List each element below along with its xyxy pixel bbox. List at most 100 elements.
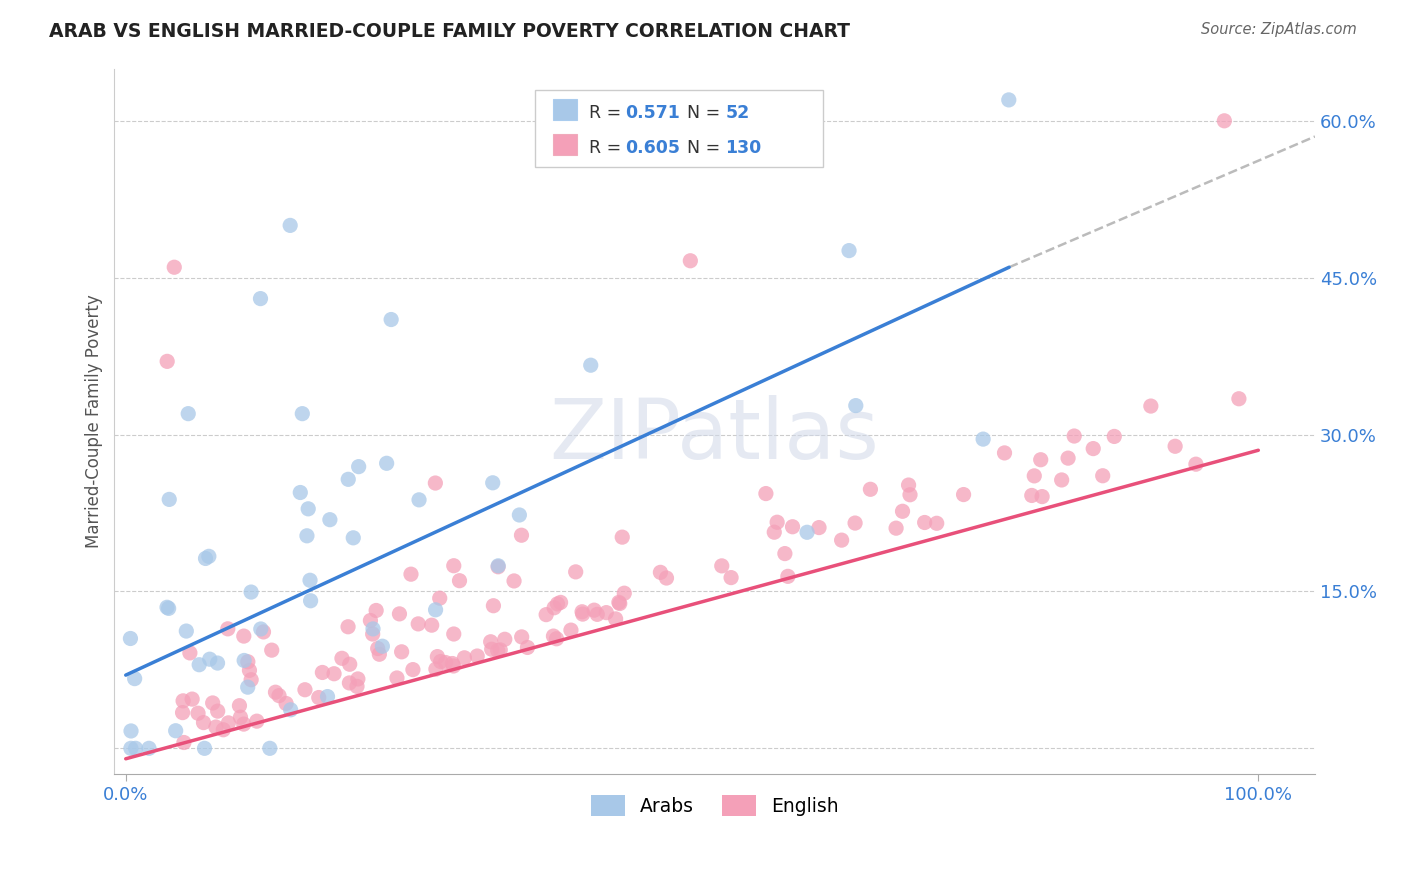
Text: ARAB VS ENGLISH MARRIED-COUPLE FAMILY POVERTY CORRELATION CHART: ARAB VS ENGLISH MARRIED-COUPLE FAMILY PO…	[49, 22, 851, 41]
Text: 0.605: 0.605	[624, 139, 679, 157]
Point	[163, 260, 186, 275]
Point	[1029, 452, 1052, 467]
Point	[441, 657, 464, 671]
Point	[156, 600, 179, 615]
Point	[546, 632, 568, 646]
Point	[898, 488, 921, 502]
Text: 0.571: 0.571	[624, 104, 679, 122]
Point	[426, 649, 449, 664]
Point	[228, 698, 250, 713]
Point	[368, 647, 391, 661]
Point	[347, 672, 370, 686]
Point	[595, 606, 617, 620]
Point	[1050, 473, 1073, 487]
Point	[361, 622, 384, 636]
FancyBboxPatch shape	[534, 90, 823, 168]
Point	[402, 663, 425, 677]
Point	[207, 704, 229, 718]
Point	[236, 655, 259, 669]
Point	[187, 706, 209, 721]
Point	[434, 656, 457, 670]
Legend: Arabs, English: Arabs, English	[582, 786, 848, 825]
Point	[240, 585, 263, 599]
Point	[429, 655, 451, 669]
Point	[193, 741, 215, 756]
Point	[679, 253, 702, 268]
Point	[755, 486, 778, 500]
Point	[543, 600, 565, 615]
Point	[1024, 468, 1046, 483]
Point	[290, 485, 312, 500]
Text: Source: ZipAtlas.com: Source: ZipAtlas.com	[1201, 22, 1357, 37]
Point	[217, 715, 239, 730]
Text: 52: 52	[725, 104, 749, 122]
Point	[534, 607, 557, 622]
Point	[264, 685, 287, 699]
Point	[583, 603, 606, 617]
Point	[1083, 442, 1105, 456]
Point	[319, 513, 342, 527]
Point	[720, 571, 742, 585]
Point	[385, 671, 408, 685]
Point	[914, 516, 936, 530]
Text: ZIPatlas: ZIPatlas	[550, 395, 880, 476]
Point	[229, 710, 252, 724]
Point	[479, 634, 502, 648]
Point	[359, 614, 381, 628]
Point	[157, 492, 180, 507]
Point	[710, 558, 733, 573]
Point	[613, 586, 636, 600]
Point	[1057, 451, 1080, 466]
Point	[172, 694, 194, 708]
Point	[212, 723, 235, 737]
Point	[925, 516, 948, 531]
Point	[367, 641, 389, 656]
Point	[260, 643, 283, 657]
Point	[259, 741, 281, 756]
Point	[443, 558, 465, 573]
Point	[391, 645, 413, 659]
Point	[605, 612, 627, 626]
Point	[323, 666, 346, 681]
Point	[612, 530, 634, 544]
Point	[486, 643, 509, 657]
Point	[650, 566, 672, 580]
Point	[655, 571, 678, 585]
Text: N =: N =	[688, 104, 725, 122]
Point	[579, 358, 602, 372]
Point	[510, 528, 533, 542]
Point	[808, 520, 831, 534]
Point	[508, 508, 530, 522]
Point	[299, 574, 322, 588]
Point	[330, 651, 353, 665]
Point	[342, 531, 364, 545]
Text: N =: N =	[688, 139, 725, 157]
Point	[1091, 468, 1114, 483]
Point	[449, 574, 471, 588]
Point	[156, 354, 179, 368]
Point	[311, 665, 333, 680]
Point	[844, 516, 866, 530]
Point	[547, 597, 569, 611]
Point	[1164, 439, 1187, 453]
Point	[831, 533, 853, 548]
Point	[481, 475, 503, 490]
Point	[997, 93, 1019, 107]
Point	[516, 640, 538, 655]
Point	[773, 547, 796, 561]
Point	[194, 551, 217, 566]
Point	[375, 456, 398, 470]
Point	[380, 312, 402, 326]
Point	[1140, 399, 1163, 413]
Point	[586, 607, 609, 622]
Point	[295, 529, 318, 543]
Point	[465, 648, 488, 663]
Point	[339, 657, 361, 672]
Point	[205, 720, 228, 734]
Point	[274, 697, 297, 711]
Point	[486, 559, 509, 574]
Point	[232, 717, 254, 731]
Point	[120, 741, 142, 756]
Point	[188, 657, 211, 672]
Point	[571, 607, 593, 621]
